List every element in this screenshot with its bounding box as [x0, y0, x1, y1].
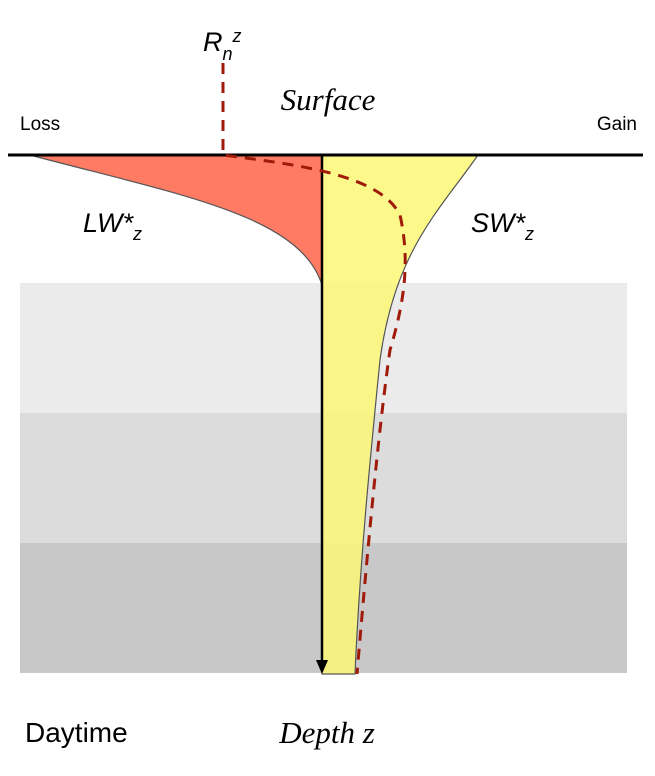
depth-label: Depth z	[278, 715, 375, 750]
rn-label: Rnz	[203, 26, 242, 64]
loss-label: Loss	[20, 114, 60, 135]
lw-label: LW*z	[83, 208, 142, 244]
rn-label-sup: z	[232, 26, 242, 46]
depth-axis-arrowhead	[316, 660, 328, 674]
rn-label-main: R	[203, 27, 223, 57]
lw-loss-profile	[29, 154, 323, 286]
time-label: Daytime	[25, 717, 128, 748]
sw-gain-profile	[321, 154, 480, 675]
sw-label-sub: z	[524, 224, 534, 244]
sw-label-main: SW*	[471, 208, 526, 238]
lw-label-sub: z	[132, 224, 142, 244]
gain-label: Gain	[597, 114, 637, 135]
rn-label-sub: n	[223, 44, 233, 64]
sw-label: SW*z	[471, 208, 534, 244]
surface-label: Surface	[281, 82, 376, 117]
net-radiation-profile	[221, 63, 407, 675]
lw-label-main: LW*	[83, 208, 134, 238]
